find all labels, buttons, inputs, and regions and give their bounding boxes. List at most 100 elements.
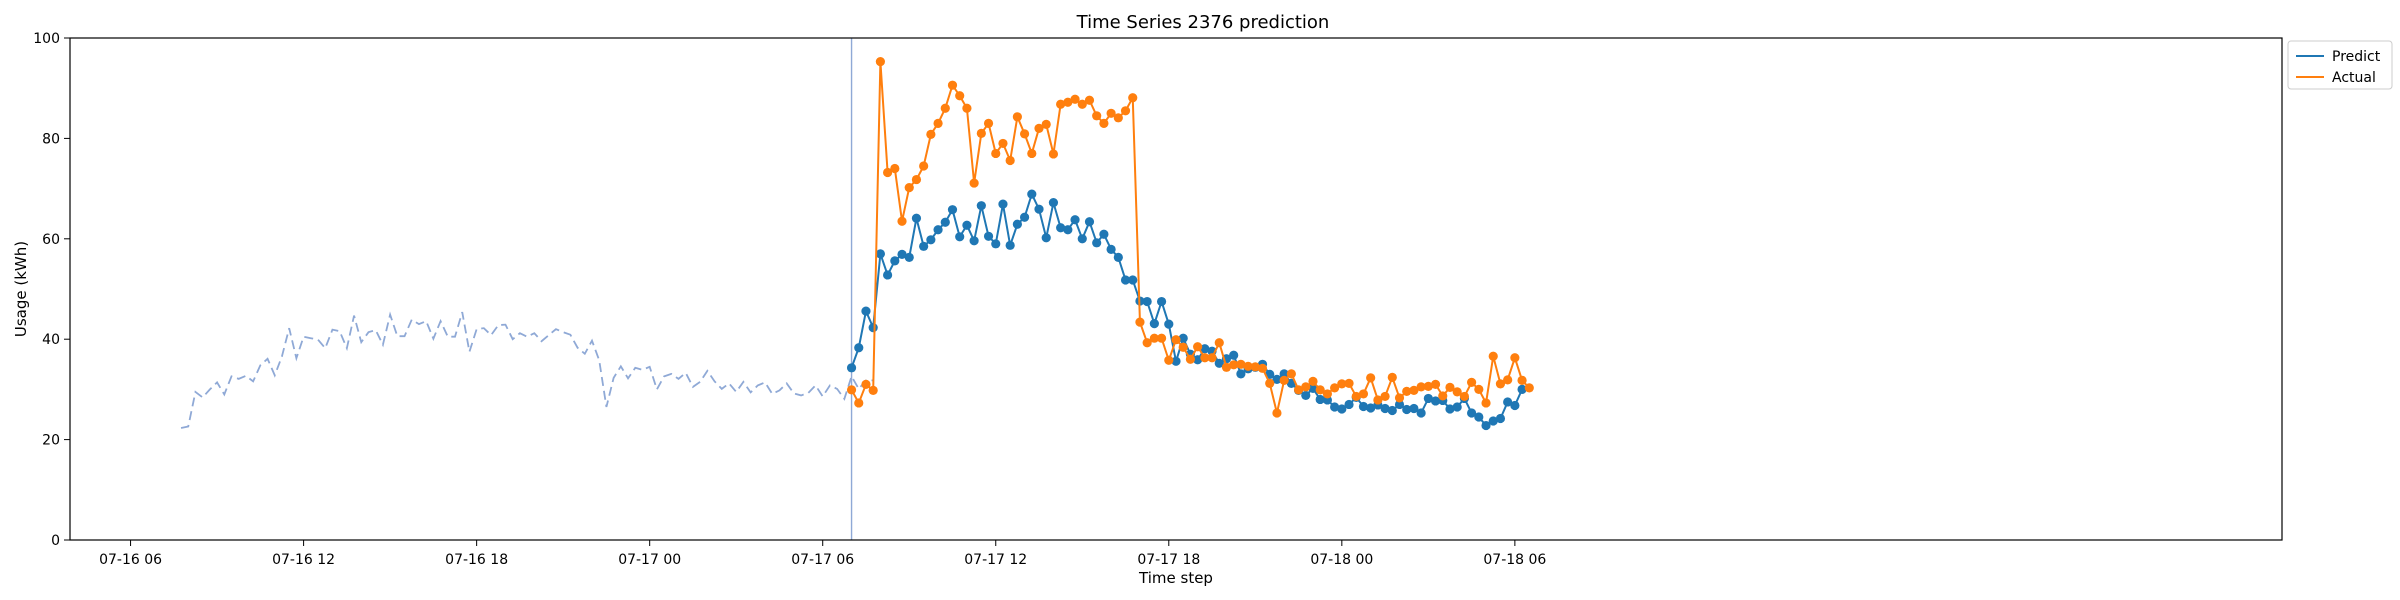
- predict-point: [1048, 198, 1059, 208]
- actual-point: [1510, 353, 1520, 363]
- actual-point: [1503, 375, 1513, 385]
- actual-point: [1185, 354, 1196, 364]
- predict-point: [1027, 189, 1037, 199]
- actual-point: [926, 129, 936, 139]
- actual-point: [1135, 317, 1145, 327]
- predict-point: [1358, 401, 1369, 412]
- actual-point: [1416, 382, 1426, 392]
- predict-point: [983, 231, 994, 241]
- predict-point: [854, 343, 864, 353]
- predict-point: [991, 239, 1001, 249]
- predict-point: [1070, 215, 1080, 225]
- actual-point: [1344, 378, 1354, 388]
- legend-label-actual: Actual: [2332, 70, 2376, 86]
- plot-frame: [69, 37, 2283, 541]
- predict-point: [897, 249, 907, 259]
- actual-point: [1214, 338, 1224, 348]
- x-tick-label: 07-17 06: [791, 552, 854, 568]
- actual-point: [904, 182, 914, 193]
- actual-point: [947, 80, 958, 90]
- predict-point: [1005, 240, 1015, 250]
- y-tick-label: 0: [51, 533, 60, 549]
- actual-point: [1063, 97, 1073, 107]
- actual-point: [1380, 391, 1390, 402]
- predict-point: [1084, 217, 1095, 227]
- predict-point: [1409, 403, 1419, 414]
- actual-point: [883, 167, 893, 178]
- predict-point: [1056, 223, 1066, 233]
- actual-point: [1164, 355, 1174, 365]
- predict-point: [1034, 204, 1044, 214]
- predict-series: [846, 189, 1527, 431]
- actual-point: [1301, 382, 1311, 392]
- predict-point: [947, 205, 958, 215]
- actual-point: [897, 216, 907, 226]
- predict-point: [1510, 400, 1520, 411]
- actual-point: [1048, 149, 1059, 159]
- predict-point: [1272, 374, 1282, 384]
- actual-series: [846, 56, 1534, 418]
- actual-point: [1373, 395, 1383, 405]
- actual-point: [998, 138, 1008, 149]
- actual-point: [1149, 333, 1159, 343]
- actual-point: [1027, 148, 1037, 159]
- predict-point: [1077, 234, 1087, 244]
- x-axis-label: Time step: [1138, 569, 1213, 587]
- actual-point: [1092, 111, 1102, 121]
- predict-point: [1120, 275, 1131, 285]
- y-axis-label: Usage (kWh): [12, 241, 30, 337]
- predict-point: [933, 225, 943, 235]
- actual-point: [1366, 373, 1376, 383]
- actual-point: [1236, 359, 1246, 369]
- actual-point: [1113, 113, 1123, 123]
- predict-point: [1193, 355, 1203, 365]
- x-tick-label: 07-18 00: [1310, 552, 1373, 568]
- actual-point: [1257, 363, 1268, 373]
- x-tick-label: 07-17 00: [618, 552, 681, 568]
- predict-point: [1164, 319, 1174, 329]
- predict-point: [904, 252, 914, 262]
- predict-point: [1387, 405, 1397, 416]
- predict-point: [911, 213, 922, 223]
- actual-point: [1012, 112, 1022, 122]
- actual-point: [1445, 382, 1455, 392]
- legend-label-predict: Predict: [2332, 49, 2381, 65]
- predict-point: [1236, 369, 1246, 379]
- predict-point: [1178, 333, 1188, 343]
- predict-point: [1366, 403, 1376, 413]
- predict-point: [976, 201, 986, 211]
- actual-point: [1056, 99, 1066, 109]
- actual-point: [1495, 379, 1506, 389]
- actual-point: [1084, 95, 1095, 105]
- predict-point: [1402, 404, 1412, 415]
- actual-point: [1409, 385, 1419, 396]
- actual-point: [1106, 108, 1116, 118]
- actual-point: [1430, 379, 1441, 389]
- actual-point: [1034, 123, 1044, 133]
- x-tick-label: 07-16 06: [99, 552, 162, 568]
- y-tick-label: 60: [42, 232, 60, 248]
- predict-point: [1481, 420, 1491, 431]
- predict-point: [1488, 416, 1498, 426]
- predict-point: [1344, 399, 1354, 410]
- actual-point: [1387, 372, 1397, 382]
- predict-point: [998, 199, 1008, 209]
- actual-point: [1524, 383, 1534, 393]
- actual-point: [1265, 378, 1275, 388]
- predict-point: [1394, 399, 1405, 410]
- actual-point: [1279, 375, 1289, 385]
- predict-point: [969, 236, 979, 246]
- y-tick-label: 40: [42, 332, 60, 348]
- predict-point: [1423, 393, 1433, 404]
- predict-point: [1149, 319, 1159, 329]
- x-tick-label: 07-17 18: [1137, 552, 1200, 568]
- predict-point: [1200, 344, 1210, 354]
- predict-point: [883, 270, 893, 280]
- actual-point: [1070, 94, 1080, 104]
- predict-point: [1301, 390, 1311, 401]
- predict-point: [1128, 275, 1138, 285]
- actual-point: [1120, 106, 1131, 116]
- predict-point: [1308, 383, 1318, 393]
- actual-point: [890, 163, 900, 174]
- actual-point: [1488, 351, 1498, 361]
